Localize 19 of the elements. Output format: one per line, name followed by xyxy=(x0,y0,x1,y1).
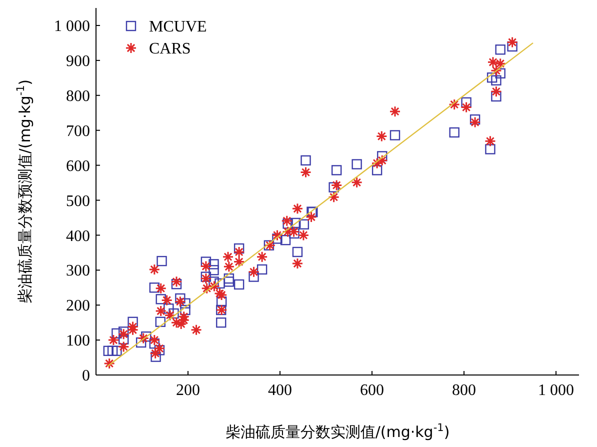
y-tick-label: 1 000 xyxy=(54,18,90,36)
x-tick-label: 1 000 xyxy=(538,382,574,399)
x-tick-label: 600 xyxy=(360,382,384,399)
y-tick-label: 100 xyxy=(66,332,90,350)
y-tick-label: 200 xyxy=(66,298,90,315)
x-tick-label: 200 xyxy=(176,382,200,399)
y-tick-label: 900 xyxy=(66,53,90,70)
x-tick-label: 400 xyxy=(268,382,292,399)
y-tick-label: 600 xyxy=(66,158,90,175)
y-tick-label: 700 xyxy=(66,122,90,140)
y-tick-label: 500 xyxy=(66,192,90,210)
legend-label: MCUVE xyxy=(149,18,207,36)
x-tick-label: 800 xyxy=(452,382,476,399)
y-tick-label: 300 xyxy=(66,262,90,280)
y-tick-label: 0 xyxy=(82,368,90,385)
x-axis-title: 柴油硫质量分数实测值/(mg·kg$^{-1}$) xyxy=(225,422,450,441)
legend-label: CARS xyxy=(149,40,191,58)
y-tick-label: 800 xyxy=(66,88,90,105)
y-tick-label: 400 xyxy=(66,228,90,245)
